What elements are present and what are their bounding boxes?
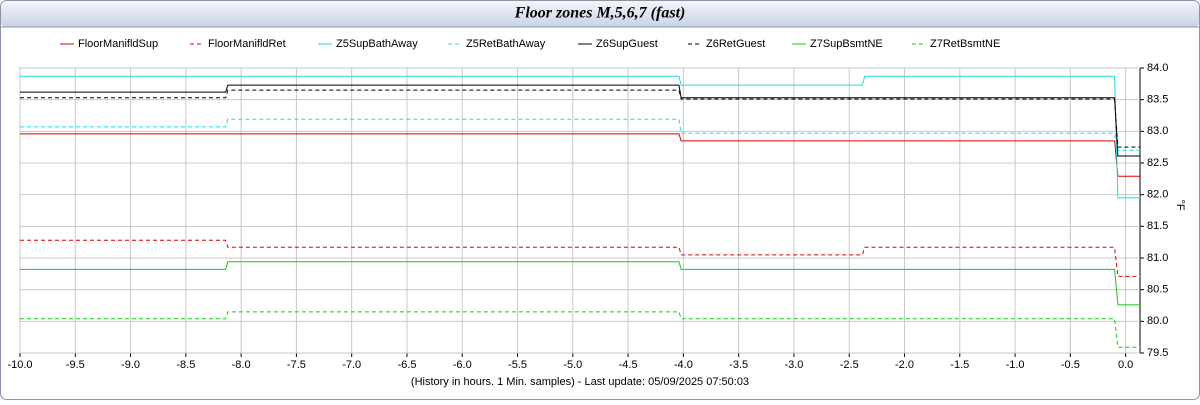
x-tick-label: -1.0 <box>1006 359 1025 371</box>
x-tick-label: -4.5 <box>619 359 638 371</box>
y-tick-label: 81.0 <box>1147 252 1168 264</box>
chart-title: Floor zones M,5,6,7 (fast) <box>514 5 686 22</box>
x-tick-label: -5.5 <box>508 359 527 371</box>
x-tick-label: -10.0 <box>7 359 32 371</box>
legend-label: Z7RetBsmtNE <box>930 38 1000 50</box>
x-tick-label: -1.5 <box>950 359 969 371</box>
series-line <box>20 75 1140 199</box>
x-tick-label: -5.0 <box>563 359 582 371</box>
legend-label: Z7SupBsmtNE <box>810 38 883 50</box>
x-axis-label: (History in hours. 1 Min. samples) - Las… <box>411 376 749 388</box>
x-tick-label: -0.5 <box>1061 359 1080 371</box>
x-tick-label: -4.0 <box>674 359 693 371</box>
legend-label: Z5RetBathAway <box>466 38 546 50</box>
y-tick-label: 81.5 <box>1147 220 1168 232</box>
series-line <box>20 118 1140 151</box>
y-tick-label: 83.5 <box>1147 94 1168 106</box>
x-tick-label: -8.0 <box>232 359 251 371</box>
legend-label: FloorManifldRet <box>208 38 286 50</box>
series-line <box>20 261 1140 306</box>
x-tick-label: -2.5 <box>840 359 859 371</box>
x-tick-label: -2.0 <box>895 359 914 371</box>
y-tick-label: 82.5 <box>1147 157 1168 169</box>
x-tick-label: -6.5 <box>397 359 416 371</box>
x-tick-label: 0.0 <box>1118 359 1133 371</box>
legend-label: Z5SupBathAway <box>336 38 418 50</box>
x-tick-label: -7.0 <box>342 359 361 371</box>
y-tick-label: 82.0 <box>1147 189 1168 201</box>
x-tick-label: -8.5 <box>176 359 195 371</box>
y-tick-label: 79.5 <box>1147 347 1168 359</box>
legend-label: FloorManifldSup <box>78 38 158 50</box>
y-tick-label: 80.5 <box>1147 284 1168 296</box>
x-tick-label: -3.5 <box>729 359 748 371</box>
x-tick-label: -7.5 <box>287 359 306 371</box>
x-tick-label: -3.0 <box>784 359 803 371</box>
plot-area <box>19 67 1141 354</box>
x-tick-label: -6.0 <box>453 359 472 371</box>
legend-label: Z6RetGuest <box>706 38 765 50</box>
title-bar <box>1 1 1199 27</box>
series-line <box>20 133 1140 177</box>
y-tick-label: 83.0 <box>1147 125 1168 137</box>
legend-label: Z6SupGuest <box>596 38 658 50</box>
x-tick-label: -9.0 <box>121 359 140 371</box>
y-tick-label: 84.0 <box>1147 62 1168 74</box>
series-line <box>20 89 1140 148</box>
y-tick-label: 80.0 <box>1147 315 1168 327</box>
y-axis-label: °F <box>1174 199 1186 210</box>
x-tick-label: -9.5 <box>66 359 85 371</box>
